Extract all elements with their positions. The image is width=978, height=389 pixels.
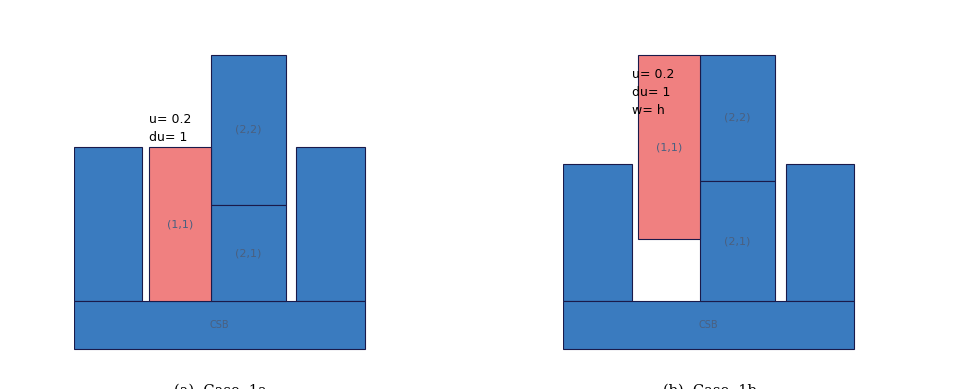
Text: (2,1): (2,1) [235, 248, 261, 258]
Text: CSB: CSB [209, 320, 229, 330]
Bar [699, 181, 775, 301]
Text: (a)  Case  1a: (a) Case 1a [174, 383, 267, 389]
Bar [699, 54, 775, 181]
Text: (2,2): (2,2) [724, 113, 750, 123]
Text: (b)  Case  1b: (b) Case 1b [663, 383, 756, 389]
Text: u= 0.2
du= 1
w= h: u= 0.2 du= 1 w= h [631, 68, 673, 117]
Bar [784, 164, 853, 301]
Bar [638, 54, 699, 240]
Bar [295, 147, 364, 301]
Text: (2,2): (2,2) [235, 125, 261, 135]
Bar [210, 205, 286, 301]
Bar [73, 147, 142, 301]
Bar [149, 147, 210, 301]
Bar [210, 54, 286, 205]
Bar [562, 301, 853, 349]
Bar [562, 164, 631, 301]
Text: (2,1): (2,1) [724, 236, 750, 246]
Text: (1,1): (1,1) [166, 219, 193, 229]
Text: u= 0.2
du= 1: u= 0.2 du= 1 [149, 113, 191, 144]
Text: CSB: CSB [698, 320, 718, 330]
Text: (1,1): (1,1) [655, 142, 682, 152]
Bar [73, 301, 364, 349]
